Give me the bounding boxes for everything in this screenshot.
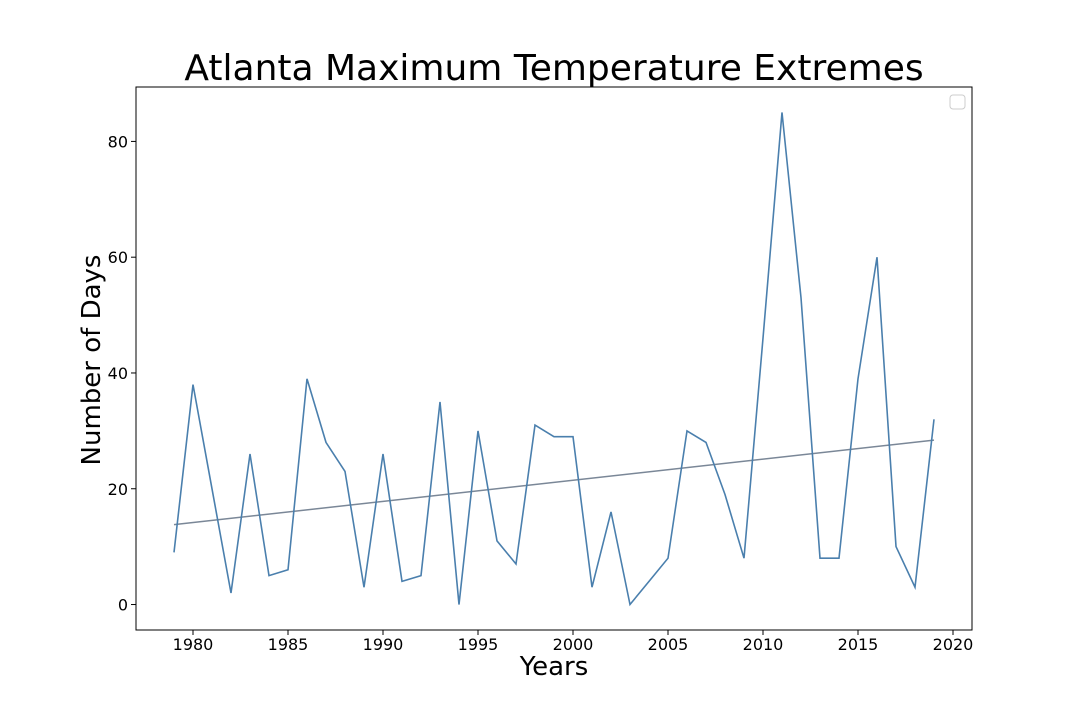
x-tick-label: 2015	[838, 635, 879, 654]
x-axis-label: Years	[519, 652, 589, 682]
x-tick-label: 1980	[173, 635, 214, 654]
x-tick-label: 1985	[268, 635, 309, 654]
y-tick-label: 80	[108, 132, 128, 151]
plot-area	[135, 86, 973, 631]
x-tick-label: 2000	[553, 635, 594, 654]
x-tick-label: 1995	[458, 635, 499, 654]
y-tick-label: 20	[108, 480, 128, 499]
x-tick-label: 2020	[933, 635, 974, 654]
x-tick-label: 2005	[648, 635, 689, 654]
trend-line	[173, 439, 935, 526]
y-tick-label: 0	[118, 596, 128, 615]
series-line	[173, 112, 935, 607]
legend-box	[949, 94, 966, 110]
y-axis: 0 20 40 60 80	[108, 132, 136, 615]
x-tick-label: 2010	[743, 635, 784, 654]
x-axis: 1980 1985 1990 1995 2000 2005 2010 2015 2020	[173, 630, 974, 654]
y-axis-label: Number of Days	[77, 255, 107, 466]
y-tick-label: 60	[108, 248, 128, 267]
chart-title: Atlanta Maximum Temperature Extremes	[184, 48, 923, 89]
x-tick-label: 1990	[363, 635, 404, 654]
y-tick-label: 40	[108, 364, 128, 383]
